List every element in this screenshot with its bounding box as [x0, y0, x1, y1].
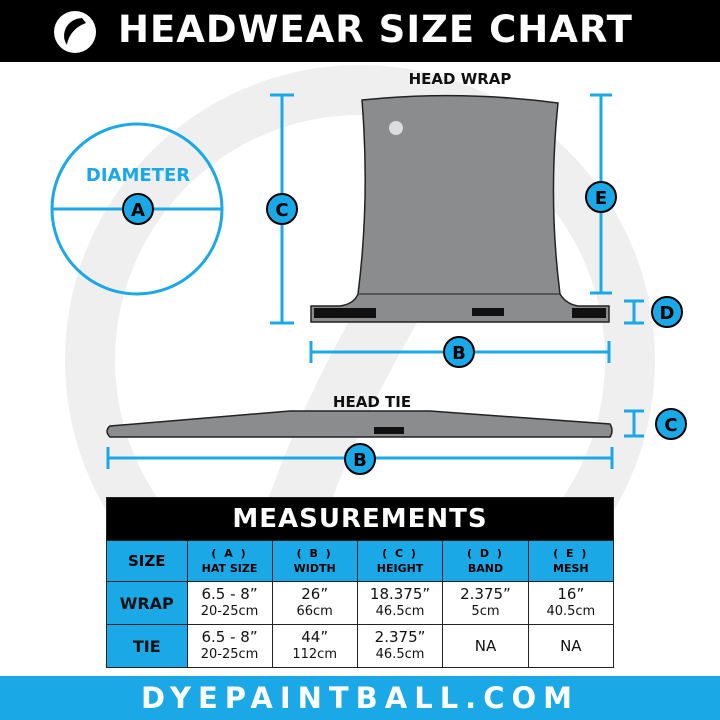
height-dimension-c: [266, 93, 298, 325]
table-cell: 6.5 - 8” 20-25cm: [186, 581, 273, 625]
diameter-diagram: DIAMETER A: [50, 122, 224, 296]
badge-a: A: [131, 200, 145, 221]
table-cell: 18.375” 46.5cm: [356, 581, 444, 625]
measurements-table: MEASUREMENTS SIZE ( A ) HAT SIZE ( B ) WID…: [106, 497, 615, 668]
table-row: WRAP 6.5 - 8” 20-25cm 26” 66cm 18.375” 46.5…: [106, 581, 615, 625]
badge-b-wrap: B: [452, 343, 466, 364]
column-header: ( E ) MESH: [527, 540, 615, 582]
badge-b-tie: B: [353, 450, 367, 471]
mesh-dimension-e: [585, 93, 617, 295]
badge-c: C: [275, 200, 288, 221]
header-bar: HEADWEAR SIZE CHART: [0, 0, 720, 62]
table-header-row: SIZE ( A ) HAT SIZE ( B ) WIDTH ( C ) HEIGH…: [106, 540, 615, 582]
column-header: ( A ) HAT SIZE: [186, 540, 273, 582]
table-cell: NA: [442, 624, 529, 668]
head-tie-shape: [106, 410, 613, 438]
head-tie-title: HEAD TIE: [333, 393, 411, 411]
footer-bar: DYEPAINTBALL.COM: [0, 676, 720, 720]
table-title: MEASUREMENTS: [106, 497, 614, 541]
dye-mark-icon: [389, 121, 403, 135]
badge-e: E: [595, 188, 607, 209]
row-label: WRAP: [106, 581, 188, 625]
column-header: ( C ) HEIGHT: [356, 540, 444, 582]
head-wrap-shape: [310, 94, 610, 323]
column-header: SIZE: [106, 540, 188, 582]
band-dimension-d: [624, 296, 683, 328]
height-dimension-c-tie: [624, 408, 687, 440]
table-cell: NA: [527, 624, 615, 668]
page-title: HEADWEAR SIZE CHART: [118, 8, 633, 51]
diameter-label: DIAMETER: [86, 165, 190, 186]
table-row: TIE 6.5 - 8” 20-25cm 44” 112cm 2.375” 46.5c…: [106, 624, 615, 668]
table-cell: 2.375” 46.5cm: [356, 624, 444, 668]
table-cell: 16” 40.5cm: [527, 581, 615, 625]
head-wrap-title: HEAD WRAP: [409, 70, 512, 88]
table-cell: 44” 112cm: [271, 624, 358, 668]
column-header: ( B ) WIDTH: [271, 540, 358, 582]
width-dimension-b-wrap: [309, 336, 611, 368]
row-label: TIE: [106, 624, 188, 668]
table-cell: 26” 66cm: [271, 581, 358, 625]
dye-logo-icon: [54, 11, 96, 53]
table-cell: 6.5 - 8” 20-25cm: [186, 624, 273, 668]
website-link[interactable]: DYEPAINTBALL.COM: [141, 681, 579, 715]
column-header: ( D ) BAND: [442, 540, 529, 582]
table-cell: 2.375” 5cm: [442, 581, 529, 625]
badge-c-tie: C: [664, 415, 677, 436]
badge-d: D: [660, 303, 675, 324]
width-dimension-b-tie: [106, 443, 614, 475]
